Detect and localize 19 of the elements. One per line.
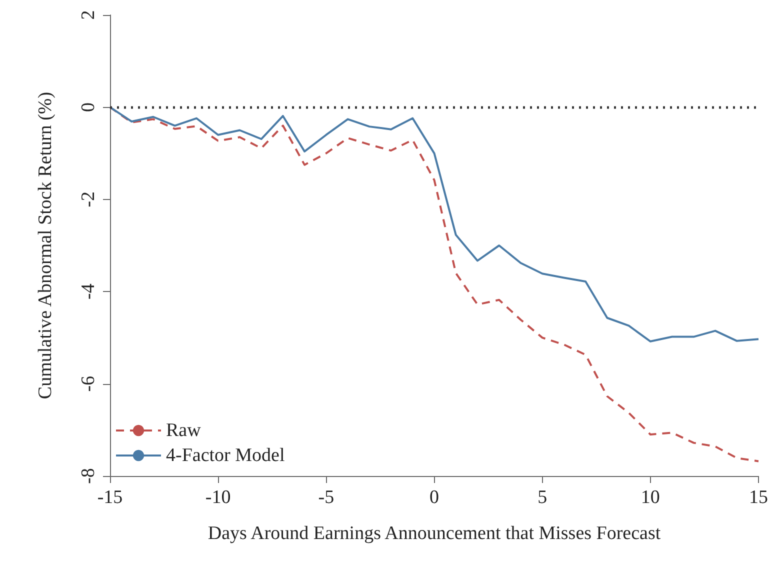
x-tick-label: -5 bbox=[318, 487, 334, 508]
x-tick-label: 5 bbox=[538, 487, 548, 508]
x-tick-label: -10 bbox=[205, 487, 231, 508]
x-tick-label: 0 bbox=[430, 487, 439, 508]
line-series bbox=[109, 106, 760, 342]
y-tick-label: -4 bbox=[78, 283, 99, 300]
legend-label: 4-Factor Model bbox=[166, 445, 285, 466]
y-tick-label: -6 bbox=[78, 376, 99, 392]
x-tick-label: 15 bbox=[749, 487, 768, 508]
y-tick-label: 2 bbox=[78, 10, 99, 20]
y-tick-label: 0 bbox=[78, 102, 99, 112]
legend-label: Raw bbox=[166, 420, 202, 441]
x-tick-label: 10 bbox=[640, 487, 660, 508]
y-axis-title: Cumulative Abnormal Stock Return (%) bbox=[35, 92, 56, 400]
y-tick-label: -8 bbox=[78, 468, 99, 484]
x-axis-title: Days Around Earnings Announcement that Misses Forecast bbox=[208, 523, 662, 544]
line-series bbox=[109, 106, 760, 462]
y-tick-label: -2 bbox=[78, 191, 99, 208]
x-tick-label: -15 bbox=[97, 487, 123, 508]
